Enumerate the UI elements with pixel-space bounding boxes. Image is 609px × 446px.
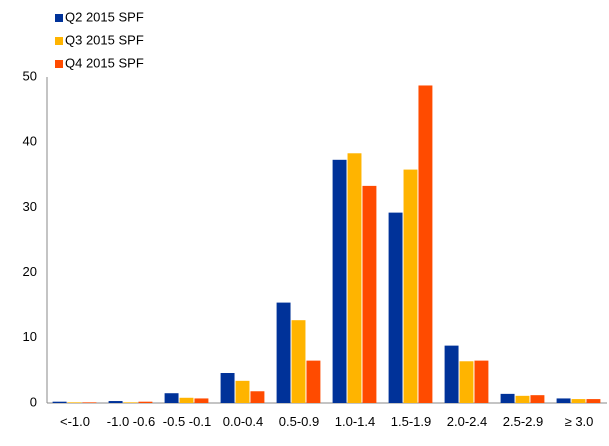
bar [220,373,235,403]
bar [515,395,530,403]
bar [556,398,571,403]
bar [67,402,82,403]
bar [444,345,459,403]
bar [306,360,321,403]
bar [332,159,347,403]
x-tick-label: ≥ 3.0 [564,414,594,429]
bar [362,185,377,403]
legend-label: Q2 2015 SPF [65,9,144,24]
bar [418,85,433,403]
bar [108,401,123,403]
x-tick-label: 0.5-0.9 [278,414,320,429]
x-tick-label: -0.5 -0.1 [162,414,212,429]
y-tick-label: 0 [30,394,37,409]
y-tick-label: 20 [23,264,37,279]
bar [194,398,209,403]
x-tick-label: -1.0 -0.6 [106,414,156,429]
legend-swatch [55,14,63,22]
bar [586,399,601,403]
bar [164,393,179,403]
bar [123,402,138,403]
legend-label: Q4 2015 SPF [65,55,144,70]
bar [459,361,474,403]
bar [138,401,153,403]
y-tick-label: 50 [23,68,37,83]
bar [291,320,306,403]
bar [388,212,403,403]
x-tick-label: 2.5-2.9 [502,414,544,429]
legend-swatch [55,37,63,45]
x-tick-label: 2.0-2.4 [446,414,488,429]
x-tick-label: 0.0-0.4 [222,414,264,429]
x-tick-label: 1.0-1.4 [334,414,376,429]
bar [235,380,250,403]
y-tick-label: 40 [23,134,37,149]
bar [250,391,265,403]
bar [276,302,291,403]
bar [474,360,489,403]
legend-label: Q3 2015 SPF [65,32,144,47]
x-tick-label: <-1.0 [60,414,90,429]
bar [179,397,194,403]
bar [82,402,97,403]
bar [500,393,515,403]
bar [530,395,545,403]
bar [347,153,362,403]
bar [403,169,418,403]
legend-swatch [55,60,63,68]
y-tick-label: 10 [23,329,37,344]
y-tick-label: 30 [23,199,37,214]
bar [571,399,586,403]
bar [52,401,67,403]
x-tick-label: 1.5-1.9 [390,414,432,429]
